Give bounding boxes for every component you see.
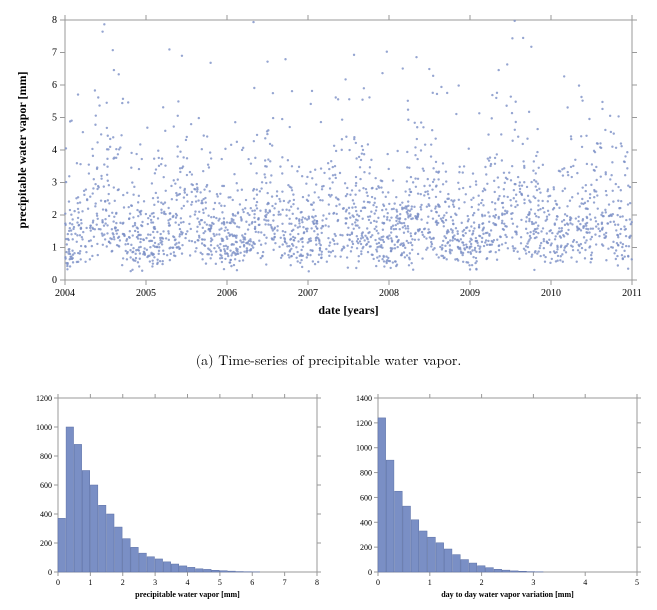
svg-text:4: 4	[186, 578, 190, 587]
svg-text:precipitable water vapor [mm]: precipitable water vapor [mm]	[135, 590, 240, 599]
svg-text:7: 7	[52, 48, 57, 59]
svg-text:3: 3	[52, 178, 57, 189]
svg-text:600: 600	[360, 493, 372, 502]
svg-text:precipitable water vapor [mm]: precipitable water vapor [mm]	[15, 72, 29, 229]
svg-text:600: 600	[40, 481, 52, 490]
svg-text:2: 2	[480, 578, 484, 587]
svg-text:2: 2	[52, 210, 57, 221]
svg-text:2008: 2008	[379, 288, 399, 299]
svg-text:1: 1	[428, 578, 432, 587]
svg-text:day to day water vapor variati: day to day water vapor variation [mm]	[441, 590, 574, 599]
caption-a: (a) Time-series of precipitable water va…	[0, 350, 657, 370]
svg-text:0: 0	[52, 275, 57, 286]
hist-left-svg: 0 200 400 600 800 1000 1200 0 1 2 3 4 5 6 7 8 precipitab…	[20, 390, 325, 600]
svg-text:2010: 2010	[541, 288, 561, 299]
svg-text:0: 0	[48, 568, 52, 577]
svg-text:4: 4	[52, 145, 57, 156]
svg-text:0: 0	[376, 578, 380, 587]
svg-text:200: 200	[40, 539, 52, 548]
hist-right-svg: 0 200 400 600 800 1000 1200 1400 0 1 2 3 4 5 day to da…	[340, 390, 645, 600]
svg-text:2: 2	[121, 578, 125, 587]
svg-text:400: 400	[40, 510, 52, 519]
svg-text:2011: 2011	[622, 288, 642, 299]
svg-text:2005: 2005	[136, 288, 156, 299]
svg-text:1200: 1200	[356, 419, 372, 428]
svg-text:5: 5	[52, 113, 57, 124]
svg-text:7: 7	[283, 578, 287, 587]
svg-text:0: 0	[56, 578, 60, 587]
svg-text:3: 3	[531, 578, 535, 587]
svg-text:2004: 2004	[55, 288, 75, 299]
scatter-svg: 0 1 2 3 4 5 6 7 8 2004 2005 2006 2007 2008 2009 2010 201…	[10, 10, 647, 320]
scatter-time-series: 0 1 2 3 4 5 6 7 8 2004 2005 2006 2007 2008 2009 2010 201…	[10, 10, 647, 320]
svg-text:2007: 2007	[298, 288, 318, 299]
svg-text:400: 400	[360, 518, 372, 527]
svg-text:4: 4	[583, 578, 587, 587]
svg-text:8: 8	[52, 15, 57, 26]
svg-text:8: 8	[315, 578, 319, 587]
svg-text:5: 5	[635, 578, 639, 587]
svg-text:2006: 2006	[217, 288, 237, 299]
svg-text:5: 5	[218, 578, 222, 587]
svg-text:1200: 1200	[36, 394, 52, 403]
svg-text:0: 0	[368, 568, 372, 577]
svg-text:800: 800	[360, 469, 372, 478]
svg-text:2009: 2009	[460, 288, 480, 299]
svg-text:1: 1	[52, 243, 57, 254]
svg-text:1: 1	[88, 578, 92, 587]
svg-text:3: 3	[153, 578, 157, 587]
svg-text:6: 6	[250, 578, 254, 587]
svg-text:date [years]: date [years]	[318, 303, 378, 317]
svg-text:6: 6	[52, 80, 57, 91]
svg-text:800: 800	[40, 452, 52, 461]
svg-text:1000: 1000	[356, 444, 372, 453]
svg-text:1000: 1000	[36, 423, 52, 432]
svg-text:1400: 1400	[356, 394, 372, 403]
svg-text:200: 200	[360, 543, 372, 552]
histogram-variation: 0 200 400 600 800 1000 1200 1400 0 1 2 3 4 5 day to da…	[340, 390, 645, 600]
histogram-pwv: 0 200 400 600 800 1000 1200 0 1 2 3 4 5 6 7 8 precipitab…	[20, 390, 325, 600]
